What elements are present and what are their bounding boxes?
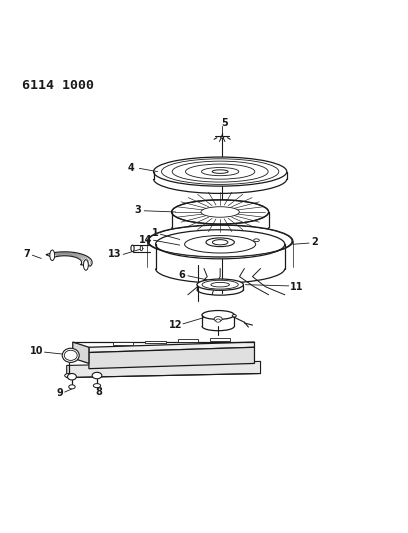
Ellipse shape: [216, 319, 221, 322]
Ellipse shape: [184, 236, 256, 253]
Polygon shape: [210, 338, 230, 341]
Ellipse shape: [131, 245, 134, 252]
Text: 5: 5: [221, 118, 228, 128]
Text: 6: 6: [178, 270, 185, 280]
Ellipse shape: [153, 157, 287, 186]
Ellipse shape: [50, 250, 55, 261]
Text: 8: 8: [95, 386, 102, 397]
Ellipse shape: [213, 240, 228, 245]
Polygon shape: [73, 342, 89, 364]
Text: 4: 4: [128, 163, 135, 173]
Text: 13: 13: [109, 249, 122, 260]
Ellipse shape: [84, 260, 88, 270]
Text: 2: 2: [312, 237, 318, 247]
Ellipse shape: [93, 384, 101, 387]
Ellipse shape: [206, 238, 234, 247]
Ellipse shape: [232, 314, 236, 317]
Text: 9: 9: [56, 388, 63, 398]
Text: 1: 1: [152, 228, 159, 238]
Polygon shape: [178, 340, 198, 342]
Ellipse shape: [65, 374, 73, 377]
Ellipse shape: [155, 230, 285, 259]
Ellipse shape: [64, 350, 77, 360]
Polygon shape: [145, 341, 166, 343]
Ellipse shape: [69, 385, 75, 389]
Ellipse shape: [140, 246, 143, 251]
Ellipse shape: [221, 136, 224, 138]
Ellipse shape: [214, 317, 222, 321]
Polygon shape: [89, 348, 255, 369]
Ellipse shape: [254, 239, 259, 241]
Ellipse shape: [202, 311, 234, 319]
Polygon shape: [67, 361, 261, 377]
Polygon shape: [46, 252, 92, 266]
Ellipse shape: [211, 282, 229, 287]
Ellipse shape: [197, 279, 244, 290]
Ellipse shape: [67, 374, 76, 380]
Ellipse shape: [147, 225, 293, 257]
Text: 10: 10: [30, 346, 43, 356]
Text: 7: 7: [23, 249, 30, 260]
Polygon shape: [89, 342, 255, 352]
Ellipse shape: [92, 373, 102, 379]
Polygon shape: [113, 342, 133, 345]
Ellipse shape: [62, 348, 79, 362]
Ellipse shape: [202, 280, 238, 289]
Text: 6114 1000: 6114 1000: [22, 79, 94, 92]
Ellipse shape: [201, 207, 239, 217]
Text: 11: 11: [290, 282, 304, 292]
Text: 12: 12: [169, 320, 182, 330]
Text: 3: 3: [134, 205, 141, 215]
Ellipse shape: [172, 200, 268, 224]
Text: 14: 14: [139, 235, 152, 245]
